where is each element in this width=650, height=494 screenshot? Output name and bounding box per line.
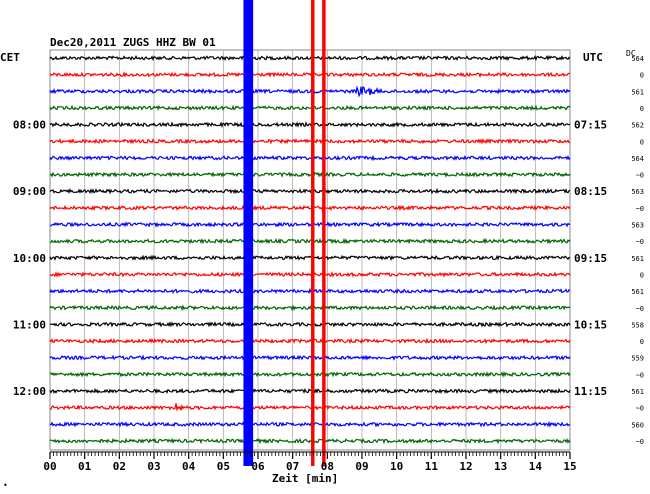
dc-value: ~0 bbox=[636, 172, 644, 180]
grid bbox=[49, 49, 571, 451]
dc-value: ~0 bbox=[636, 438, 644, 446]
x-tick-label: 10 bbox=[390, 460, 403, 473]
trace-row-13 bbox=[49, 270, 571, 278]
x-tick-label: 00 bbox=[43, 460, 56, 473]
trace-row-5 bbox=[49, 138, 571, 145]
row-labels: 08:00 09:00 10:00 11:00 12:00 07:15 08:15 09:15… bbox=[13, 55, 644, 446]
dc-value: ~0 bbox=[636, 238, 644, 246]
trace-row-7 bbox=[49, 171, 571, 178]
traces bbox=[49, 55, 571, 445]
trace-row-6 bbox=[49, 154, 571, 161]
trace-row-8 bbox=[49, 187, 571, 195]
saturated-columns bbox=[243, 0, 326, 466]
dc-value: 0 bbox=[640, 338, 644, 346]
dc-value: 0 bbox=[640, 72, 644, 80]
trace-row-21 bbox=[49, 403, 571, 412]
x-tick-label: 14 bbox=[529, 460, 543, 473]
cet-hour-label: 12:00 bbox=[13, 385, 46, 398]
dc-value: 562 bbox=[631, 122, 644, 130]
x-tick-label: 04 bbox=[182, 460, 196, 473]
bottom-mark: • bbox=[3, 481, 8, 490]
trace-row-15 bbox=[49, 304, 571, 312]
cet-hour-label: 11:00 bbox=[13, 318, 46, 331]
x-axis-label: Zeit [min] bbox=[272, 472, 338, 485]
dc-value: ~0 bbox=[636, 205, 644, 213]
trace-row-0 bbox=[49, 55, 571, 62]
dc-value: ~0 bbox=[636, 371, 644, 379]
trace-row-2 bbox=[49, 85, 571, 98]
trace-row-9 bbox=[49, 204, 571, 212]
dc-value: 0 bbox=[640, 138, 644, 146]
trace-row-12 bbox=[49, 254, 570, 262]
utc-hour-label: 11:15 bbox=[574, 385, 607, 398]
x-tick-label: 13 bbox=[494, 460, 507, 473]
trace-row-1 bbox=[49, 71, 571, 78]
trace-row-14 bbox=[49, 287, 571, 295]
dc-value: 558 bbox=[631, 321, 644, 329]
dc-value: 0 bbox=[640, 271, 644, 279]
x-tick-label: 02 bbox=[113, 460, 126, 473]
utc-hour-label: 08:15 bbox=[574, 185, 607, 198]
x-tick-label: 08 bbox=[321, 460, 334, 473]
utc-hour-label: 10:15 bbox=[574, 318, 607, 331]
dc-value: 564 bbox=[631, 155, 644, 163]
cet-hour-label: 08:00 bbox=[13, 119, 46, 132]
trace-row-19 bbox=[49, 370, 571, 378]
x-tick-label: 01 bbox=[78, 460, 92, 473]
x-tick-label: 15 bbox=[563, 460, 576, 473]
saturated-column-2 bbox=[322, 0, 326, 466]
trace-row-3 bbox=[49, 104, 571, 112]
dc-header-label: DC bbox=[626, 49, 636, 58]
trace-row-18 bbox=[49, 354, 571, 362]
x-tick-label: 12 bbox=[459, 460, 472, 473]
dc-value: 563 bbox=[631, 222, 644, 230]
trace-row-4 bbox=[49, 121, 571, 129]
cet-hour-label: 10:00 bbox=[13, 252, 46, 265]
dc-value: ~0 bbox=[636, 405, 644, 413]
dc-value: 561 bbox=[631, 88, 644, 96]
dc-value: 560 bbox=[631, 421, 644, 429]
x-tick-label: 09 bbox=[355, 460, 368, 473]
left-timezone-label: CET bbox=[0, 51, 20, 64]
utc-hour-label: 07:15 bbox=[574, 119, 607, 132]
trace-row-16 bbox=[49, 321, 571, 328]
plot-frame bbox=[49, 49, 571, 451]
dc-value: 0 bbox=[640, 105, 644, 113]
x-tick-label: 06 bbox=[251, 460, 265, 473]
dc-value: 561 bbox=[631, 255, 644, 263]
trace-row-20 bbox=[49, 387, 571, 395]
x-axis: 00 01 02 03 04 05 06 07 08 09 10 11 12 13 14 15 bbox=[43, 451, 577, 473]
cet-hour-label: 09:00 bbox=[13, 185, 46, 198]
dc-value: 563 bbox=[631, 188, 644, 196]
trace-row-10 bbox=[50, 221, 571, 228]
trace-row-11 bbox=[49, 237, 571, 245]
x-tick-label: 11 bbox=[425, 460, 439, 473]
right-timezone-label: UTC bbox=[583, 51, 603, 64]
x-tick-label: 03 bbox=[147, 460, 160, 473]
x-tick-label: 07 bbox=[286, 460, 299, 473]
dc-value: 564 bbox=[631, 55, 644, 63]
saturated-column-1 bbox=[311, 0, 315, 466]
trace-row-22 bbox=[49, 420, 571, 428]
trace-row-17 bbox=[49, 337, 571, 345]
dc-value: 561 bbox=[631, 388, 644, 396]
trace-row-23 bbox=[49, 437, 571, 445]
dc-value: 559 bbox=[631, 355, 644, 363]
x-tick-label: 05 bbox=[217, 460, 230, 473]
dc-value: 561 bbox=[631, 288, 644, 296]
chart-title: Dec20,2011 ZUGS HHZ BW 01 bbox=[50, 36, 216, 49]
utc-hour-label: 09:15 bbox=[574, 252, 607, 265]
dc-value: ~0 bbox=[636, 305, 644, 313]
saturated-column-0 bbox=[243, 0, 254, 466]
